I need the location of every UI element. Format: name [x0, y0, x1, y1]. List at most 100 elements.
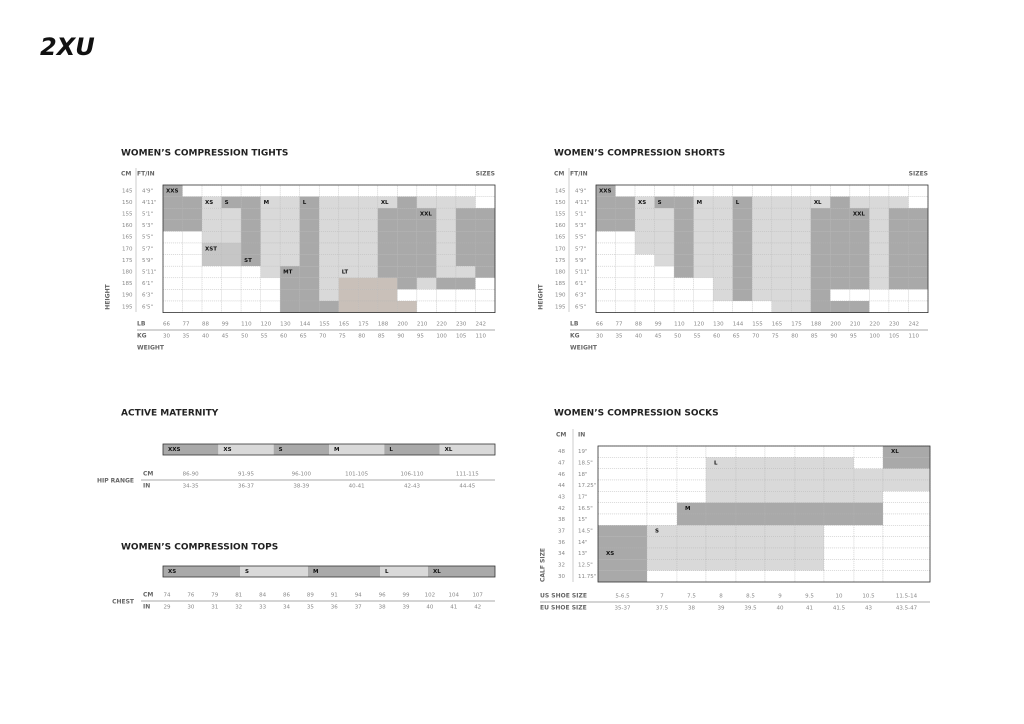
- height-ftin: 6'3": [575, 293, 586, 299]
- grid-cell: [358, 196, 379, 209]
- measure-cm: 86-90: [183, 472, 199, 478]
- grid-cell: [869, 207, 890, 220]
- grid-cell: [732, 254, 753, 267]
- grid-border: [595, 184, 929, 313]
- measure-in: 38-39: [293, 484, 309, 490]
- grid-cell: [853, 468, 884, 481]
- grid-cell: [823, 468, 855, 481]
- weight-kg: 35: [183, 334, 190, 340]
- grid-cell: [654, 219, 675, 232]
- measure-in: 36: [331, 605, 338, 611]
- grid-cell: [436, 254, 457, 267]
- grid-cell: [646, 479, 678, 492]
- grid-cell: [260, 300, 281, 313]
- calf-cm: 36: [558, 540, 565, 546]
- weight-lb: 188: [378, 322, 389, 328]
- grid-cell: [595, 300, 616, 313]
- grid-cell: [455, 231, 476, 244]
- axis-label: CHEST: [112, 599, 135, 606]
- height-cm: 175: [122, 258, 133, 264]
- grid-cell: [794, 445, 825, 458]
- grid-cell: [823, 457, 855, 469]
- grid-cell: [764, 513, 796, 526]
- grid-cell: [595, 196, 616, 209]
- grid-cell: [853, 479, 884, 492]
- size-band: [384, 444, 440, 455]
- measure-in: 34-35: [183, 484, 199, 490]
- grid-cell: [319, 196, 339, 209]
- grid-cell: [162, 289, 183, 302]
- grid-cell: [823, 559, 855, 571]
- grid-cell: [771, 231, 792, 244]
- size-label: XS: [205, 200, 213, 206]
- grid-cell: [240, 184, 261, 197]
- grid-cell: [377, 300, 398, 313]
- weight-lb: 165: [339, 322, 350, 328]
- column-header: IN: [578, 432, 585, 439]
- height-ftin: 5'11": [142, 270, 157, 276]
- grid-cell: [299, 254, 320, 267]
- height-cm: 190: [122, 293, 133, 299]
- calf-in: 13": [578, 551, 588, 557]
- grid-cell: [646, 468, 678, 481]
- grid-cell: [830, 184, 851, 197]
- grid-cell: [676, 502, 707, 515]
- grid-cell: [436, 242, 457, 255]
- grid-cell: [732, 300, 753, 313]
- shoe-us: 9: [778, 594, 782, 600]
- grid-cell: [182, 254, 203, 267]
- measure-cm: 106-110: [401, 472, 424, 478]
- grid-cell: [377, 219, 398, 232]
- grid-cell: [794, 559, 825, 571]
- height-cm: 145: [555, 188, 566, 194]
- shoe-us: 8.5: [746, 594, 755, 600]
- grid-cell: [436, 184, 457, 197]
- grid-cell: [791, 207, 812, 220]
- height-cm: 170: [555, 246, 566, 252]
- grid-cell: [597, 502, 648, 515]
- grid-cell: [416, 231, 437, 244]
- grid-cell: [732, 289, 753, 302]
- grid-cell: [791, 277, 812, 290]
- grid-cell: [693, 231, 714, 244]
- grid-cell: [712, 277, 733, 290]
- weight-kg: 30: [163, 334, 170, 340]
- grid-cell: [475, 289, 496, 302]
- grid-cell: [615, 184, 636, 197]
- grid-cell: [319, 266, 339, 279]
- grid-cell: [823, 536, 855, 549]
- grid-cell: [397, 231, 418, 244]
- grid-cell: [693, 242, 714, 255]
- grid-cell: [221, 184, 242, 197]
- grid-cell: [771, 277, 792, 290]
- grid-cell: [712, 300, 733, 313]
- grid-cell: [615, 266, 636, 279]
- measure-in: 37: [355, 605, 362, 611]
- section-title: ACTIVE MATERNITY: [121, 409, 219, 419]
- grid-cell: [416, 196, 437, 209]
- grid-cell: [358, 277, 379, 290]
- grid-cell: [455, 277, 476, 290]
- measure-in: 44-45: [459, 484, 475, 490]
- grid-cell: [823, 525, 855, 537]
- grid-cell: [673, 254, 694, 267]
- grid-cell: [162, 277, 183, 290]
- grid-cell: [676, 536, 707, 549]
- grid-cell: [240, 277, 261, 290]
- grid-cell: [615, 242, 636, 255]
- grid-cell: [646, 570, 678, 583]
- grid-cell: [735, 559, 766, 571]
- grid-cell: [201, 266, 222, 279]
- grid-border: [162, 184, 496, 313]
- grid-cell: [705, 547, 737, 560]
- measure-cm: 99: [403, 593, 410, 599]
- grid-cell: [299, 184, 320, 197]
- grid-cell: [182, 184, 203, 197]
- weight-kg: 110: [908, 334, 919, 340]
- measure-cm: 86: [283, 593, 290, 599]
- grid-cell: [712, 196, 733, 209]
- grid-cell: [646, 502, 678, 515]
- grid-cell: [752, 196, 772, 209]
- grid-cell: [654, 254, 675, 267]
- band-border: [162, 565, 496, 578]
